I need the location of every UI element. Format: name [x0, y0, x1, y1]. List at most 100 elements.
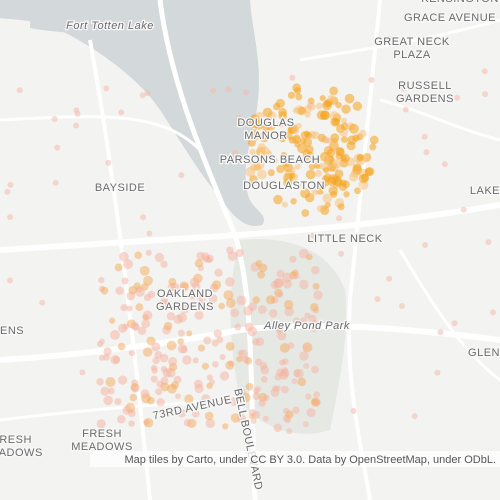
- dot: [114, 398, 122, 406]
- dot: [194, 383, 204, 394]
- dot: [196, 292, 207, 302]
- dot: [352, 164, 363, 175]
- dot: [302, 149, 311, 158]
- dot: [292, 107, 299, 114]
- dot: [16, 87, 23, 94]
- dot: [205, 418, 216, 429]
- dot: [276, 269, 285, 278]
- dot: [178, 172, 185, 179]
- dot: [115, 286, 124, 296]
- dot: [288, 166, 296, 174]
- dot: [338, 250, 345, 257]
- dot: [120, 304, 128, 312]
- dot: [300, 317, 307, 325]
- dot: [295, 93, 303, 101]
- place-label: GARDENS: [156, 301, 214, 313]
- dot: [328, 185, 338, 196]
- dot: [252, 296, 260, 304]
- dot: [255, 260, 263, 267]
- dot: [208, 294, 218, 303]
- place-label: FRESH: [0, 434, 32, 446]
- dot: [293, 273, 300, 280]
- dot: [160, 260, 168, 268]
- dot: [276, 164, 285, 174]
- dot: [365, 167, 375, 177]
- dot: [248, 302, 257, 311]
- dot: [454, 94, 461, 101]
- dot: [51, 116, 58, 123]
- dot: [141, 319, 151, 329]
- dot: [206, 374, 213, 381]
- dot: [336, 147, 345, 157]
- dot: [481, 68, 488, 75]
- dot: [277, 291, 284, 298]
- place-label: DOUGLAS: [237, 117, 294, 129]
- dot: [260, 375, 268, 383]
- place-label: LITTLE NECK: [307, 233, 382, 245]
- dot: [273, 278, 284, 289]
- dot: [368, 76, 375, 83]
- dot: [7, 214, 14, 221]
- dot: [52, 179, 59, 186]
- dot: [334, 169, 344, 179]
- dot: [374, 296, 381, 303]
- dot: [154, 252, 165, 263]
- dot: [386, 275, 393, 282]
- dot: [156, 398, 165, 407]
- dot: [99, 338, 106, 345]
- dot: [322, 193, 333, 204]
- dot: [297, 106, 307, 116]
- dot: [216, 336, 224, 344]
- dot: [139, 265, 150, 276]
- dot: [122, 323, 129, 330]
- dot: [259, 133, 269, 143]
- dot: [291, 126, 300, 134]
- dot: [143, 293, 152, 302]
- dot: [352, 134, 360, 142]
- dot: [252, 410, 261, 419]
- dot: [222, 423, 229, 430]
- dot: [137, 326, 147, 335]
- dot: [280, 152, 288, 159]
- dot: [118, 375, 128, 385]
- water: [0, 0, 265, 226]
- dot: [294, 163, 301, 170]
- dot: [123, 259, 133, 269]
- place-label: BAYSIDE: [95, 182, 145, 194]
- dot: [73, 107, 80, 114]
- dot: [145, 249, 152, 256]
- dot: [292, 134, 302, 144]
- dot: [117, 415, 126, 424]
- dot: [341, 104, 351, 114]
- dot: [343, 191, 350, 198]
- dot: [356, 154, 364, 161]
- dot: [290, 198, 297, 205]
- dot: [218, 302, 226, 310]
- dot: [319, 94, 326, 102]
- dot: [183, 418, 192, 427]
- dot: [235, 248, 244, 258]
- dot: [236, 388, 246, 398]
- dot: [250, 129, 259, 137]
- dot: [232, 150, 239, 157]
- dot: [219, 353, 226, 361]
- dot: [451, 320, 458, 327]
- dot: [225, 360, 235, 370]
- dot: [128, 285, 138, 295]
- dot: [398, 302, 405, 309]
- dot: [168, 277, 177, 286]
- dot: [257, 270, 266, 279]
- dot: [142, 347, 153, 357]
- dot: [162, 368, 172, 378]
- dot: [274, 385, 281, 392]
- dot: [314, 399, 321, 406]
- dot: [322, 175, 329, 183]
- place-label: Alley Pond Park: [263, 320, 350, 332]
- dot: [7, 181, 14, 188]
- dot: [118, 109, 125, 116]
- dot: [302, 344, 309, 351]
- dot: [322, 167, 330, 174]
- dot: [39, 299, 46, 306]
- dot: [214, 268, 223, 277]
- dot: [249, 148, 256, 156]
